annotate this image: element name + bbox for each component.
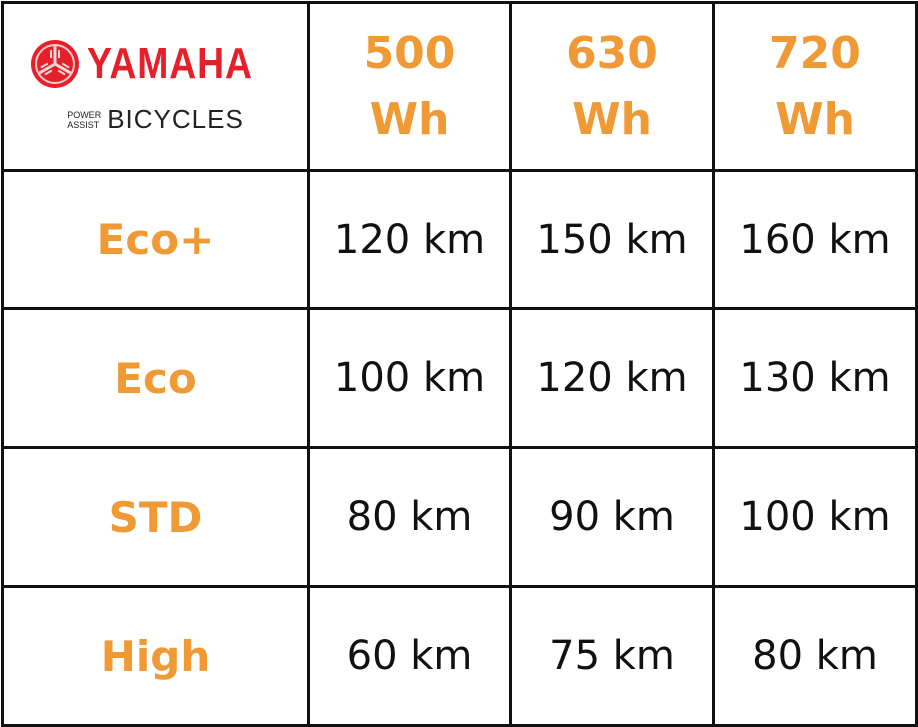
capacity: 630 bbox=[566, 27, 658, 79]
logo-cell: YAMAHA POWER ASSIST BICYCLES bbox=[1, 1, 310, 172]
column-header: 500 Wh bbox=[307, 1, 512, 172]
row-header: STD bbox=[1, 446, 310, 588]
column-header: 630 Wh bbox=[509, 1, 715, 172]
table-cell: 150 km bbox=[509, 169, 715, 310]
table-cell: 80 km bbox=[307, 446, 512, 588]
table-cell: 130 km bbox=[712, 307, 918, 449]
range-value: 80 km bbox=[752, 633, 878, 679]
tagline-bottom: ASSIST bbox=[67, 119, 100, 130]
row-header: Eco bbox=[1, 307, 310, 449]
row-header: High bbox=[1, 585, 310, 727]
mode-label: STD bbox=[108, 492, 203, 542]
tagline: POWER ASSIST bbox=[67, 110, 101, 130]
table-cell: 80 km bbox=[712, 585, 918, 727]
range-value: 120 km bbox=[536, 355, 688, 401]
logo-top: YAMAHA bbox=[29, 38, 282, 90]
table-cell: 120 km bbox=[307, 169, 512, 310]
logo-bottom: POWER ASSIST BICYCLES bbox=[67, 104, 244, 135]
range-value: 75 km bbox=[549, 633, 675, 679]
brand: YAMAHA bbox=[86, 39, 253, 88]
unit: Wh bbox=[775, 93, 855, 145]
capacity: 720 bbox=[769, 27, 861, 79]
mode-label: Eco bbox=[114, 353, 197, 403]
tagline-top: POWER bbox=[67, 109, 102, 120]
table-cell: 100 km bbox=[712, 446, 918, 588]
range-value: 100 km bbox=[333, 355, 486, 401]
range-value: 150 km bbox=[536, 216, 688, 263]
table-cell: 120 km bbox=[509, 307, 715, 449]
range-value: 100 km bbox=[739, 494, 891, 540]
table-cell: 160 km bbox=[712, 169, 918, 310]
range-value: 130 km bbox=[739, 355, 891, 401]
range-value: 160 km bbox=[739, 216, 891, 263]
column-header: 720 Wh bbox=[712, 1, 918, 172]
table-cell: 100 km bbox=[307, 307, 512, 449]
table-cell: 60 km bbox=[307, 585, 512, 727]
table-cell: 90 km bbox=[509, 446, 715, 588]
table-cell: 75 km bbox=[509, 585, 715, 727]
range-value: 80 km bbox=[346, 494, 473, 540]
product: BICYCLES bbox=[107, 104, 244, 134]
range-value: 60 km bbox=[346, 633, 473, 679]
range-value: 120 km bbox=[333, 216, 486, 263]
mode-label: Eco+ bbox=[96, 215, 215, 264]
unit: Wh bbox=[369, 93, 450, 145]
row-header: Eco+ bbox=[1, 169, 310, 310]
unit: Wh bbox=[572, 93, 652, 145]
range-value: 90 km bbox=[549, 494, 675, 540]
capacity: 500 bbox=[363, 27, 456, 79]
mode-label: High bbox=[100, 631, 211, 681]
emblem bbox=[30, 40, 79, 88]
